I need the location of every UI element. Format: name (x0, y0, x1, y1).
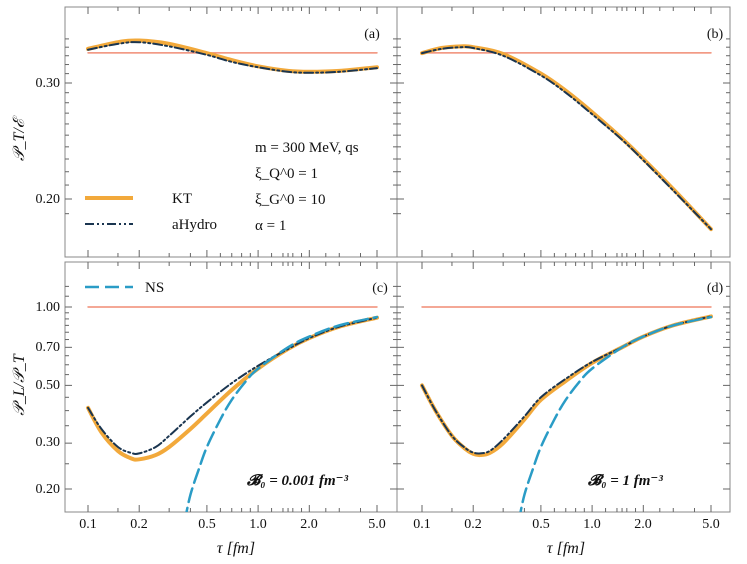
ytick-label-c-1: 0.70 (36, 340, 61, 355)
panel-d-frame (396, 261, 731, 513)
legend-ahydro-label: aHydro (172, 217, 217, 233)
xtick-label-c-2: 0.5 (198, 517, 216, 532)
panel-1-curves (86, 38, 379, 74)
axis-ticks (65, 7, 730, 512)
xtick-label-c-0: 0.1 (79, 517, 97, 532)
xtick-label-d-4: 2.0 (634, 517, 652, 532)
xtick-label-d-5: 5.0 (702, 517, 720, 532)
legend-ns-label: NS (145, 280, 164, 296)
annotation-alpha: α = 1 (255, 218, 286, 234)
annotation-xiq: ξ_Q^0 = 1 (255, 166, 318, 182)
series-kt-panel-3 (86, 315, 379, 462)
series-ns-panel-3 (185, 315, 379, 512)
xtick-label-c-5: 5.0 (368, 517, 386, 532)
panel-d-label: (d) (707, 281, 724, 296)
annotation-mass: m = 300 MeV, qs (255, 140, 359, 156)
series-kt-panel-1 (86, 38, 379, 74)
xtick-label-c-1: 0.2 (130, 517, 148, 532)
panel-b-label: (b) (707, 27, 724, 42)
ytick-label-c-4: 0.20 (36, 482, 61, 497)
series-ahydro-panel-1 (87, 41, 378, 74)
xtick-label-c-4: 2.0 (300, 517, 318, 532)
ytick-label-c-3: 0.30 (36, 435, 61, 450)
series-ahydro-panel-3 (87, 316, 378, 455)
annotation-xig: ξ_G^0 = 10 (255, 192, 326, 208)
panel-c-label: (c) (372, 281, 388, 296)
panel-a-label: (a) (364, 27, 380, 42)
series-kt-panel-4 (420, 314, 713, 458)
xlabel-c: τ [fm] (217, 540, 255, 557)
ytick-label-c-2: 0.50 (36, 378, 61, 393)
xtick-label-d-0: 0.1 (413, 517, 431, 532)
panel-4-curves (420, 306, 713, 512)
xtick-label-d-1: 0.2 (464, 517, 482, 532)
ytick-label-a-1: 0.20 (36, 192, 61, 207)
ytick-label-a-0: 0.30 (36, 76, 61, 91)
panel-b-frame (396, 6, 731, 258)
legend-kt-label: KT (172, 191, 192, 207)
xtick-label-d-3: 1.0 (583, 517, 601, 532)
panel-2-curves (420, 44, 713, 232)
ylabel-top: 𝒫_T/ℰ (11, 115, 28, 161)
ytick-label-c-0: 1.00 (36, 300, 61, 315)
curves (86, 38, 713, 512)
ylabel-bottom: 𝒫_L/𝒫_T (11, 353, 28, 415)
series-ns-panel-4 (519, 315, 713, 512)
series-ahydro-panel-4 (421, 315, 712, 455)
panel-3-curves (86, 306, 379, 512)
annotation-b0-c: 𝓑₀ = 0.001 fm⁻³ (246, 473, 349, 489)
xtick-label-d-2: 0.5 (532, 517, 550, 532)
xlabel-d: τ [fm] (547, 540, 585, 557)
series-kt-panel-2 (420, 44, 713, 232)
xtick-label-c-3: 1.0 (249, 517, 267, 532)
series-ahydro-panel-2 (421, 46, 712, 231)
annotation-b0-d: 𝓑₀ = 1 fm⁻³ (587, 473, 663, 489)
